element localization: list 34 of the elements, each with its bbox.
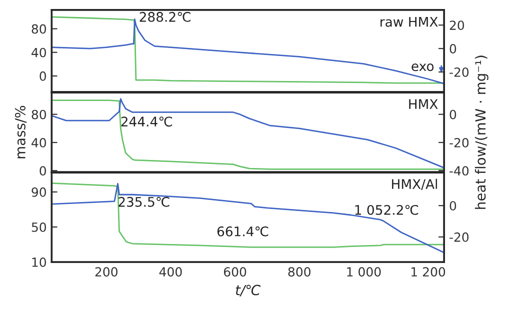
y2-tick-label: 0: [450, 44, 456, 54]
x-axis-title: t/℃: [236, 284, 260, 296]
y2-tick-label: -20: [450, 232, 469, 242]
y2-tick-label: -20: [450, 138, 469, 148]
y-tick-label: 80: [32, 24, 46, 34]
x-tick-label: 400: [159, 267, 182, 277]
y2-tick-label: -40: [450, 166, 469, 176]
y2-tick-label: 20: [450, 20, 464, 30]
y2-tick-label: -20: [450, 67, 469, 77]
annotation: 244.4℃: [121, 116, 172, 127]
x-tick-label: 800: [288, 267, 310, 277]
annotation: HMX: [409, 99, 438, 109]
x-tick-label: 1 200: [412, 267, 446, 277]
annotation: exo: [412, 64, 434, 72]
y-tick-label: 40: [32, 48, 46, 58]
y2-axis-title: heat flow/(mW · mg⁻¹): [474, 56, 488, 209]
y-tick-label: 50: [32, 222, 46, 232]
annotation: 1 052.2℃: [355, 204, 418, 215]
y-axis-title: mass/%: [14, 106, 27, 158]
y2-tick-label: 0: [450, 201, 456, 211]
annotation: HMX/Al: [392, 178, 437, 190]
x-tick-label: 200: [95, 267, 118, 277]
annotation: 288.2℃: [140, 12, 190, 22]
y-tick-label: 0: [40, 166, 46, 176]
annotation: raw HMX: [380, 17, 438, 27]
y-tick-label: 90: [32, 187, 46, 197]
y-tick-label: 0: [40, 71, 46, 81]
y-tick-label: 40: [32, 138, 46, 148]
x-tick-label: 600: [224, 267, 246, 277]
y-tick-label: 80: [32, 110, 46, 120]
y-tick-label: 10: [32, 258, 46, 267]
x-tick-label: 1 000: [347, 267, 381, 277]
y2-tick-label: 0: [450, 110, 456, 120]
annotation: 661.4℃: [217, 226, 268, 236]
